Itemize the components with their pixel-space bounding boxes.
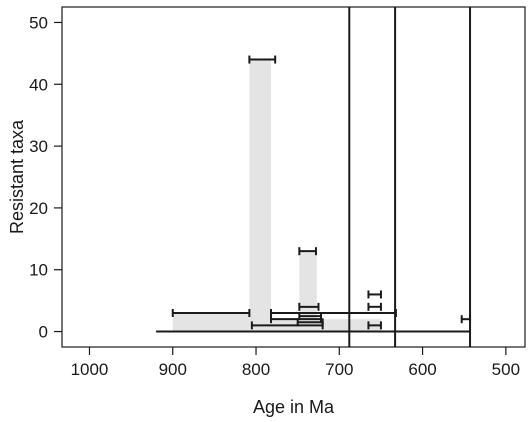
range-marker-2 (298, 247, 317, 256)
y-tick-label-40: 40 (29, 75, 48, 94)
y-axis-title: Resistant taxa (7, 119, 27, 234)
x-tick-label-1000: 1000 (71, 360, 109, 379)
shaded-bar-1 (249, 59, 272, 332)
y-tick-label-10: 10 (29, 261, 48, 280)
shaded-bar-2 (299, 251, 317, 332)
x-tick-label-600: 600 (408, 360, 436, 379)
range-markers (171, 55, 472, 330)
plot-frame (61, 6, 526, 348)
x-axis-title: Age in Ma (253, 397, 335, 417)
range-marker-3 (298, 302, 320, 311)
y-tick-label-0: 0 (39, 323, 48, 342)
range-marker-1 (248, 55, 277, 64)
y-tick-label-20: 20 (29, 199, 48, 218)
range-marker-6 (171, 309, 251, 317)
x-tick-label-900: 900 (159, 360, 187, 379)
range-marker-5 (367, 302, 382, 311)
shaded-bar-3 (172, 313, 250, 332)
shaded-bars (172, 59, 381, 332)
range-marker-12 (367, 321, 382, 330)
y-tick-label-30: 30 (29, 137, 48, 156)
x-axis: 1000 900 800 700 600 500 (71, 347, 520, 379)
y-tick-label-50: 50 (29, 13, 48, 32)
x-tick-label-500: 500 (492, 360, 520, 379)
y-axis: 0 10 20 30 40 50 (29, 13, 62, 342)
range-marker-7 (270, 309, 397, 317)
range-marker-11 (250, 321, 324, 330)
vertical-lines (348, 7, 472, 347)
x-tick-label-700: 700 (325, 360, 353, 379)
range-marker-13 (460, 315, 472, 324)
x-tick-label-800: 800 (242, 360, 270, 379)
range-marker-4 (367, 290, 382, 299)
